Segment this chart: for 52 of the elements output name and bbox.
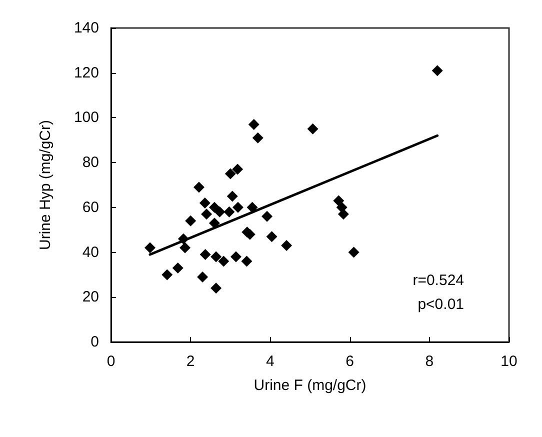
point: [224, 206, 235, 218]
x-axis-title: Urine F (mg/gCr): [254, 377, 366, 394]
point: [208, 202, 220, 213]
point: [193, 182, 204, 193]
x-tick-label: 8: [425, 353, 434, 370]
point: [246, 202, 258, 213]
y-tick-label: 100: [74, 109, 99, 126]
point: [210, 282, 222, 294]
point: [241, 256, 252, 267]
x-tick-label: 0: [106, 353, 116, 370]
y-tick-label: 0: [90, 334, 99, 350]
point: [248, 118, 260, 130]
point: [338, 208, 349, 220]
annotation: p<0.01: [418, 296, 464, 313]
y-tick-label: 120: [74, 64, 99, 82]
point: [230, 251, 242, 262]
point: [199, 197, 210, 208]
point: [185, 215, 196, 226]
point: [200, 249, 211, 260]
y-tick-label: 20: [82, 288, 99, 306]
point: [266, 231, 278, 242]
point: [201, 208, 212, 220]
point: [214, 206, 226, 218]
point: [180, 242, 191, 254]
point: [226, 190, 238, 202]
annotation: r=0.524: [412, 272, 464, 289]
point: [218, 256, 230, 267]
y-tick-label: 40: [82, 244, 99, 261]
point: [144, 242, 156, 254]
x-tick-label: 4: [266, 353, 274, 370]
point: [348, 246, 360, 258]
point: [432, 65, 443, 76]
point: [208, 218, 220, 229]
point: [210, 251, 222, 262]
y-axis-title: Urine Hyp (mg/gCr): [37, 120, 54, 250]
x-tick-label: 2: [186, 353, 195, 370]
point: [197, 271, 208, 282]
point: [172, 262, 184, 274]
y-tick-label: 140: [74, 20, 99, 36]
point: [232, 164, 244, 175]
point: [224, 168, 236, 180]
point: [333, 195, 344, 206]
point: [252, 132, 264, 144]
y-tick-label: 60: [82, 198, 99, 216]
point: [232, 202, 244, 213]
point: [162, 269, 173, 280]
x-tick-label: 6: [346, 353, 354, 370]
x-tick-label: 10: [500, 353, 518, 370]
y-tick-label: 80: [82, 154, 99, 172]
point: [281, 240, 292, 252]
point: [262, 210, 273, 222]
point: [307, 123, 318, 134]
